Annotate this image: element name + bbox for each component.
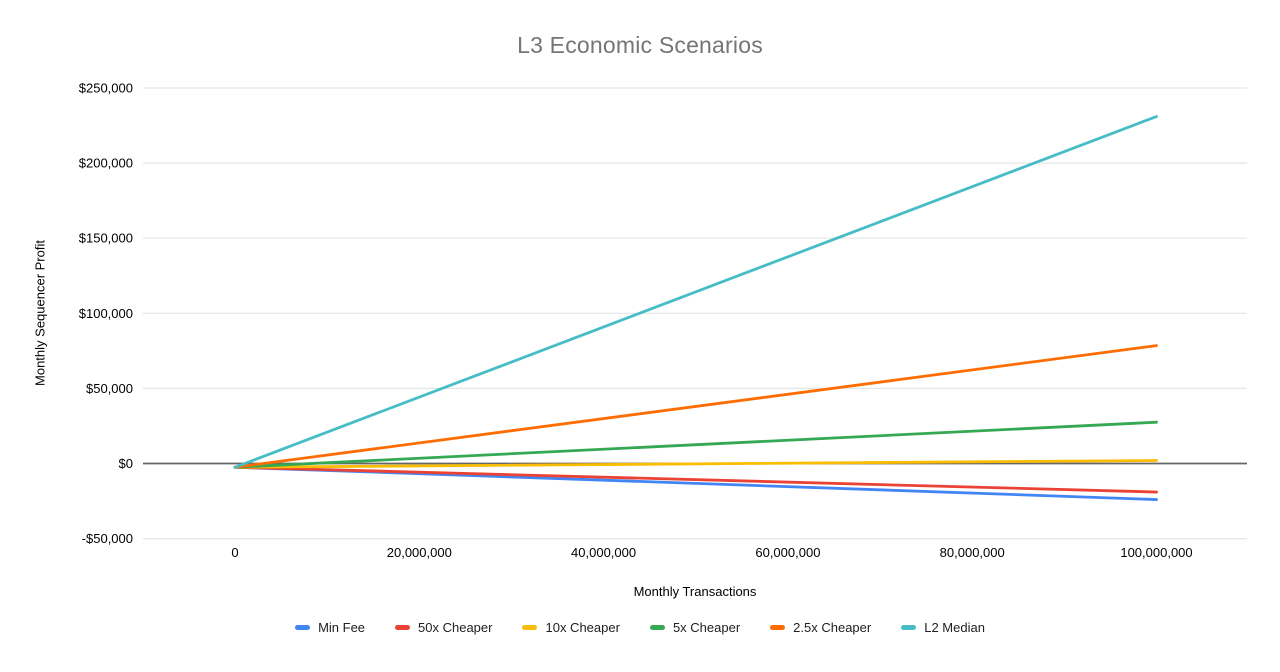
x-tick-label: 80,000,000 xyxy=(940,545,1005,560)
legend-item-min-fee: Min Fee xyxy=(295,620,365,635)
legend-swatch xyxy=(295,625,311,630)
series-line-10x-cheaper xyxy=(233,459,1158,469)
y-tick-label: $100,000 xyxy=(79,306,133,321)
legend-swatch xyxy=(522,625,538,630)
chart-title: L3 Economic Scenarios xyxy=(517,32,763,58)
x-axis-title: Monthly Transactions xyxy=(633,584,757,599)
legend-label: L2 Median xyxy=(924,620,985,635)
y-tick-label: $50,000 xyxy=(86,381,133,396)
y-tick-label: $200,000 xyxy=(79,156,133,171)
series-line-5x-cheaper xyxy=(233,420,1158,469)
x-tick-label: 100,000,000 xyxy=(1120,545,1192,560)
series-line-l2-median xyxy=(233,115,1158,469)
legend-swatch xyxy=(649,625,665,630)
legend-swatch xyxy=(395,625,411,630)
series-line-2-5x-cheaper xyxy=(233,344,1158,469)
y-tick-label: -$50,000 xyxy=(82,531,133,546)
y-tick-label: $150,000 xyxy=(79,231,133,246)
legend-item-5x-cheaper: 5x Cheaper xyxy=(649,620,741,635)
series-line-50x-cheaper xyxy=(233,465,1158,494)
x-tick-label: 0 xyxy=(231,545,238,560)
legend-label: 50x Cheaper xyxy=(418,620,493,635)
legend-swatch xyxy=(901,625,917,630)
x-tick-label: 40,000,000 xyxy=(571,545,636,560)
legend-label: 5x Cheaper xyxy=(672,620,741,635)
legend-item-2-5x-cheaper: 2.5x Cheaper xyxy=(770,620,871,635)
x-tick-label: 60,000,000 xyxy=(755,545,820,560)
y-tick-label: $0 xyxy=(119,456,133,471)
legend-label: 10x Cheaper xyxy=(545,620,620,635)
legend-item-l2-median: L2 Median xyxy=(901,620,985,635)
legend-label: 2.5x Cheaper xyxy=(793,620,872,635)
legend: Min Fee 50x Cheaper 10x Cheaper 5x Cheaper 2… xyxy=(0,620,1280,635)
legend-item-10x-cheaper: 10x Cheaper xyxy=(522,620,620,635)
legend-label: Min Fee xyxy=(318,620,366,635)
y-tick-label: $250,000 xyxy=(79,81,133,96)
legend-swatch xyxy=(770,625,786,630)
legend-item-50x-cheaper: 50x Cheaper xyxy=(395,620,492,635)
x-tick-label: 20,000,000 xyxy=(387,545,452,560)
